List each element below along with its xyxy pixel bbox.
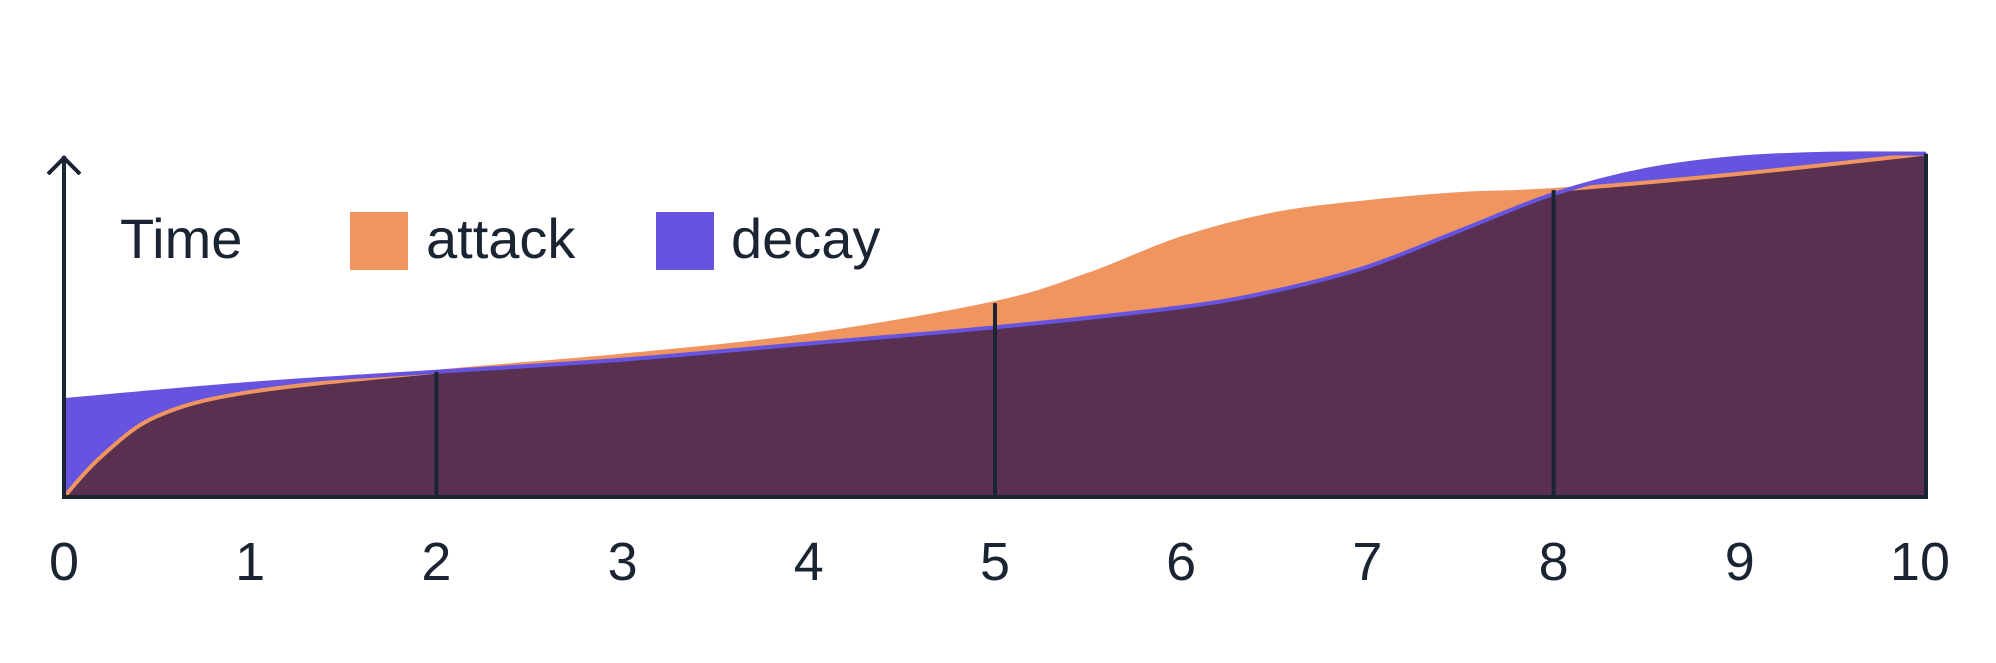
x-tick-label-4: 4	[794, 532, 824, 592]
marker-lines	[434, 189, 1556, 497]
x-tick-label-9: 9	[1725, 532, 1755, 592]
legend: Time attack decay	[120, 207, 880, 270]
legend-swatch-decay	[656, 212, 714, 270]
x-tick-label-8: 8	[1539, 532, 1569, 592]
legend-title: Time	[120, 207, 242, 270]
legend-label-decay: decay	[731, 207, 880, 270]
x-tick-label-5: 5	[980, 532, 1010, 592]
y-axis-arrow-icon	[46, 155, 82, 176]
x-tick-label-2: 2	[421, 532, 451, 592]
x-tick-labels: 0 1 2 3 4 5 6 7 8 9 10	[49, 532, 1950, 592]
legend-label-attack: attack	[426, 207, 576, 270]
overlap-area	[64, 153, 1926, 497]
axes	[46, 153, 1928, 499]
x-tick-label-6: 6	[1166, 532, 1196, 592]
x-tick-label-1: 1	[235, 532, 265, 592]
decay-line	[63, 151, 1927, 403]
x-tick-label-0: 0	[49, 532, 79, 592]
x-tick-label-10: 10	[1890, 532, 1950, 592]
attack-line	[62, 151, 1927, 499]
x-tick-label-3: 3	[608, 532, 638, 592]
x-tick-label-7: 7	[1352, 532, 1382, 592]
legend-swatch-attack	[350, 212, 408, 270]
